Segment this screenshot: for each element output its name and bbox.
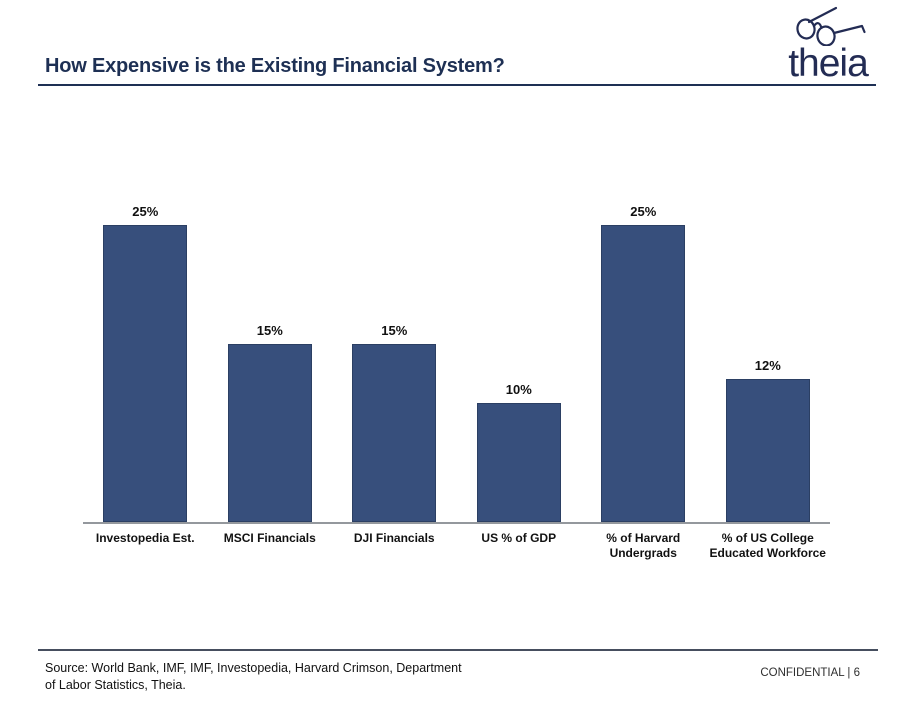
bar-value-label: 25% (630, 204, 657, 219)
bar (352, 344, 437, 522)
category-label: % of Harvard Undergrads (606, 531, 681, 560)
chart-category-labels: Investopedia Est. MSCI Financials DJI Fina… (83, 531, 830, 561)
bar-column: 15% (208, 323, 333, 522)
source-note: Source: World Bank, IMF, IMF, Investoped… (45, 660, 462, 693)
bar-value-label: 12% (754, 358, 781, 373)
page-title: How Expensive is the Existing Financial … (45, 55, 505, 77)
theia-logo: theia (778, 4, 878, 85)
bar-chart: 25% 15% 15% 10% 25% 12% (83, 192, 830, 524)
title-underline (38, 84, 876, 86)
bar-value-label: 15% (256, 323, 283, 338)
category-label: DJI Financials (353, 531, 435, 545)
source-line-1: Source: World Bank, IMF, IMF, Investoped… (45, 661, 462, 675)
confidential-page-number: CONFIDENTIAL | 6 (760, 667, 860, 679)
bar-column: 25% (581, 204, 706, 522)
bar (227, 344, 312, 522)
category-label: MSCI Financials (223, 531, 316, 545)
bar (103, 225, 188, 522)
bar-value-label: 25% (132, 204, 159, 219)
brand-wordmark: theia (788, 42, 869, 85)
category-label: % of US College Educated Workforce (709, 531, 826, 560)
bar-column: 12% (706, 358, 831, 522)
bar-column: 25% (83, 204, 208, 522)
glasses-icon (790, 6, 868, 51)
category-label: US % of GDP (481, 531, 557, 545)
footer-divider (38, 649, 878, 651)
category-label: Investopedia Est. (95, 531, 195, 545)
bar (725, 379, 810, 522)
bar-column: 15% (332, 323, 457, 522)
bar (476, 403, 561, 522)
bar-value-label: 15% (381, 323, 408, 338)
bar-column: 10% (457, 382, 582, 522)
bar (601, 225, 686, 522)
source-line-2: of Labor Statistics, Theia. (45, 677, 186, 692)
bar-value-label: 10% (505, 382, 532, 397)
